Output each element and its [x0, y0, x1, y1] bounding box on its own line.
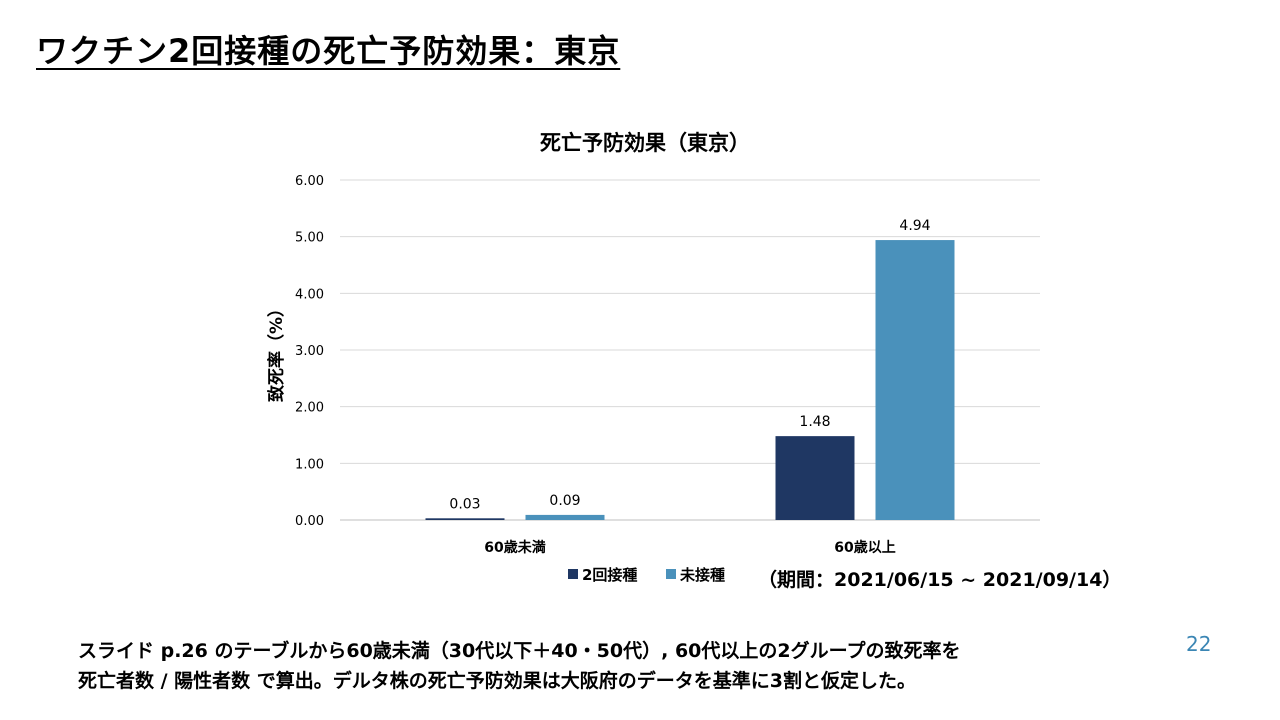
y-tick-label: 2.00	[295, 401, 324, 416]
bar	[425, 518, 505, 520]
x-axis-categories: 60歳未満 60歳以上	[484, 539, 895, 556]
chart-bars	[425, 240, 955, 521]
y-tick-label: 6.00	[295, 174, 324, 189]
data-label: 1.48	[799, 414, 830, 430]
chart-title: 死亡予防効果（東京）	[540, 131, 750, 155]
bar	[525, 514, 605, 520]
bar	[875, 240, 955, 521]
chart-gridlines	[340, 179, 1040, 521]
data-label: 0.09	[549, 493, 580, 509]
x-category-label: 60歳以上	[834, 539, 895, 556]
x-category-label: 60歳未満	[484, 539, 545, 556]
legend-swatch	[568, 569, 578, 579]
y-tick-label: 5.00	[295, 231, 324, 246]
legend-swatch	[666, 569, 676, 579]
legend-label: 未接種	[679, 566, 725, 584]
chart-legend: 2回接種 未接種	[568, 566, 725, 584]
footnote: スライド p.26 のテーブルから60歳未満（30代以下＋40・50代）, 60…	[78, 636, 1158, 696]
data-labels: 0.03 0.09 1.48 4.94	[449, 218, 930, 512]
y-tick-label: 3.00	[295, 344, 324, 359]
bar	[775, 436, 855, 520]
y-tick-label: 4.00	[295, 287, 324, 302]
chart: 死亡予防効果（東京） 0.001.002.003.004.005.006.00 …	[266, 131, 1120, 591]
page-number: 22	[1186, 632, 1212, 656]
legend-label: 2回接種	[582, 566, 637, 584]
data-label: 4.94	[899, 218, 930, 234]
footnote-line-2: 死亡者数 / 陽性者数 で算出。デルタ株の死亡予防効果は大阪府のデータを基準に3…	[78, 670, 917, 692]
data-label: 0.03	[449, 496, 480, 512]
y-axis-ticks: 0.00 1.00 2.00 3.00 4.00 5.00 6.00	[295, 174, 324, 529]
y-axis-label: 致死率（%）	[266, 300, 287, 402]
y-tick-label: 0.00	[295, 514, 324, 529]
footnote-line-1: スライド p.26 のテーブルから60歳未満（30代以下＋40・50代）, 60…	[78, 640, 961, 662]
period-label: （期間：2021/06/15 ~ 2021/09/14）	[758, 568, 1120, 591]
slide-title: ワクチン2回接種の死亡予防効果：東京	[36, 32, 621, 70]
y-tick-label: 1.00	[295, 457, 324, 472]
